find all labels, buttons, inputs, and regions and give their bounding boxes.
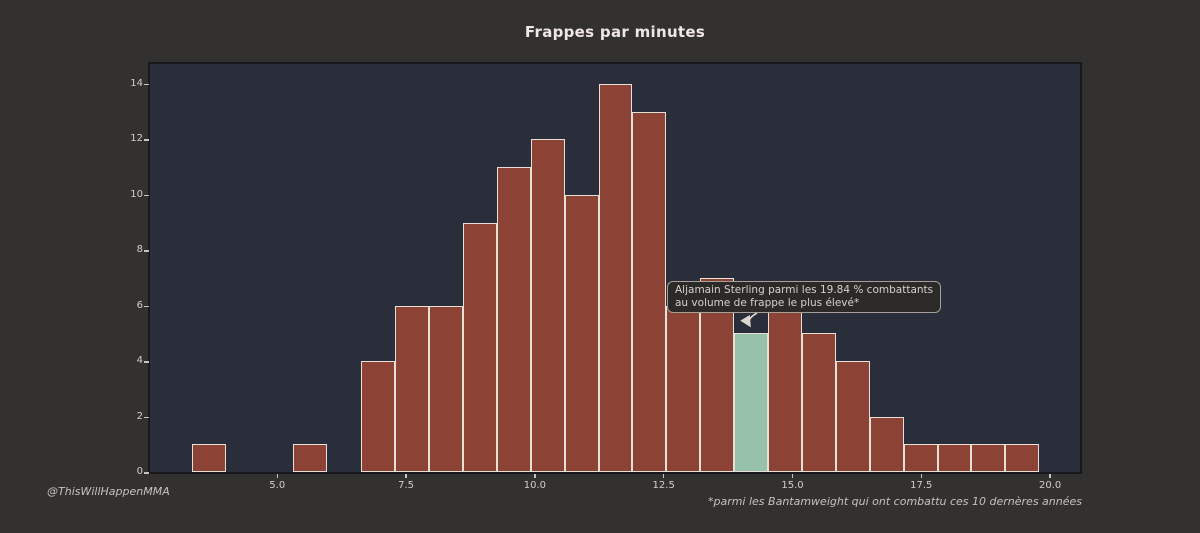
x-tick-mark <box>791 474 794 478</box>
histogram-bar <box>598 83 633 472</box>
histogram-bar <box>666 305 701 472</box>
x-tick-label: 20.0 <box>1038 480 1062 491</box>
x-tick-label: 15.0 <box>781 480 804 491</box>
y-tick-mark <box>144 305 149 308</box>
y-tick-mark <box>144 361 149 363</box>
x-tick-mark <box>276 474 278 478</box>
annotation-line-1: Aljamain Sterling parmi les 19.84 % comb… <box>675 284 934 296</box>
histogram-bar <box>971 444 1006 472</box>
histogram-bar <box>768 305 802 472</box>
credit-handle: @ThisWillHappenMMA <box>47 485 170 498</box>
x-tick-label: 7.5 <box>398 480 415 491</box>
x-tick-label: 10.0 <box>523 480 546 491</box>
histogram-bar <box>869 416 904 472</box>
histogram-bar <box>801 333 836 472</box>
y-tick-mark <box>144 472 149 474</box>
histogram-bar <box>835 361 870 472</box>
y-tick-mark <box>144 250 149 252</box>
histogram-bar <box>429 305 463 472</box>
y-tick-label: 2 <box>136 410 143 422</box>
histogram-bar <box>1005 444 1040 472</box>
x-tick-mark <box>662 474 665 478</box>
y-tick-label: 4 <box>136 355 143 367</box>
histogram-bar <box>530 139 565 472</box>
y-tick-label: 0 <box>136 466 143 477</box>
histogram-bar-highlighted <box>734 333 769 472</box>
y-tick-mark <box>144 139 149 141</box>
histogram-bar <box>937 444 972 472</box>
x-tick-mark <box>534 474 536 478</box>
y-tick-label: 14 <box>130 77 143 89</box>
histogram-bar <box>191 444 226 472</box>
histogram-bar <box>564 194 599 472</box>
y-tick-label: 6 <box>136 299 143 311</box>
histogram-bar <box>293 444 328 472</box>
x-tick-mark <box>1049 474 1051 478</box>
histogram-bar <box>903 444 938 472</box>
chart-title: Frappes par minutes <box>524 23 706 41</box>
x-tick-label: 17.5 <box>910 480 933 491</box>
y-tick-label: 12 <box>130 133 143 145</box>
plot-area: Aljamain Sterling parmi les 19.84 % comb… <box>148 62 1082 474</box>
x-tick-label: 12.5 <box>652 480 675 491</box>
y-tick-label: 8 <box>136 244 143 256</box>
histogram-bar <box>496 167 531 472</box>
histogram-bar <box>361 361 396 472</box>
y-tick-label: 10 <box>130 188 143 200</box>
histogram-bar <box>462 222 497 472</box>
y-axis-ticks: 0 2 4 6 8 10 12 14 <box>0 64 150 477</box>
y-tick-mark <box>144 416 149 419</box>
histogram-bar <box>632 111 667 472</box>
y-tick-mark <box>144 194 149 197</box>
x-tick-mark <box>920 474 923 478</box>
footnote: *parmi les Bantamweight qui ont combattu… <box>707 495 1082 508</box>
y-tick-mark <box>144 83 149 86</box>
histogram-bar <box>395 305 430 472</box>
x-axis-ticks: 5.0 7.5 10.0 12.5 15.0 17.5 20.0 <box>150 474 1080 498</box>
annotation-tooltip: Aljamain Sterling parmi les 19.84 % comb… <box>667 281 942 314</box>
annotation-line-2: au volume de frappe le plus élevé* <box>675 296 860 309</box>
x-tick-mark <box>405 474 407 478</box>
x-tick-label: 5.0 <box>269 480 286 491</box>
